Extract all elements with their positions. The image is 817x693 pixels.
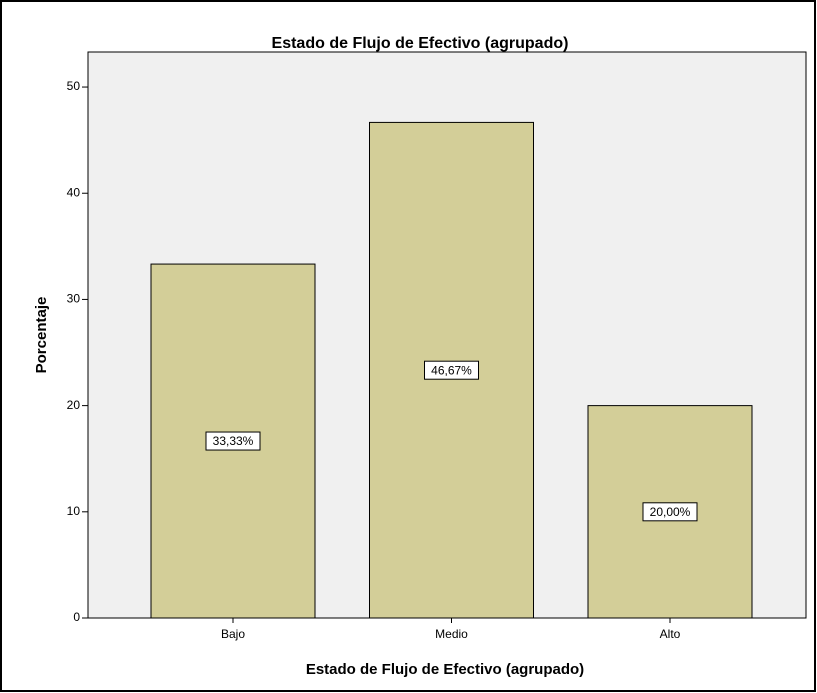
y-tick-label: 50 bbox=[67, 79, 81, 93]
chart-title: Estado de Flujo de Efectivo (agrupado) bbox=[272, 35, 569, 52]
value-label: 46,67% bbox=[431, 363, 472, 377]
value-label-box bbox=[424, 360, 479, 380]
y-tick-label: 30 bbox=[67, 292, 81, 306]
value-label-box bbox=[205, 431, 261, 451]
y-axis-title: Porcentaje bbox=[33, 297, 50, 374]
x-tick-label: Medio bbox=[435, 627, 468, 641]
y-tick-label: 0 bbox=[73, 610, 80, 624]
y-tick-label: 40 bbox=[67, 185, 81, 199]
value-label: 33,33% bbox=[213, 434, 254, 448]
x-tick-label: Bajo bbox=[221, 627, 245, 641]
value-label-box bbox=[642, 502, 698, 522]
x-axis-title: Estado de Flujo de Efectivo (agrupado) bbox=[306, 661, 584, 678]
y-tick-label: 10 bbox=[67, 504, 81, 518]
y-tick-label: 20 bbox=[67, 398, 81, 412]
x-tick-label: Alto bbox=[660, 627, 681, 641]
value-label: 20,00% bbox=[650, 505, 691, 519]
